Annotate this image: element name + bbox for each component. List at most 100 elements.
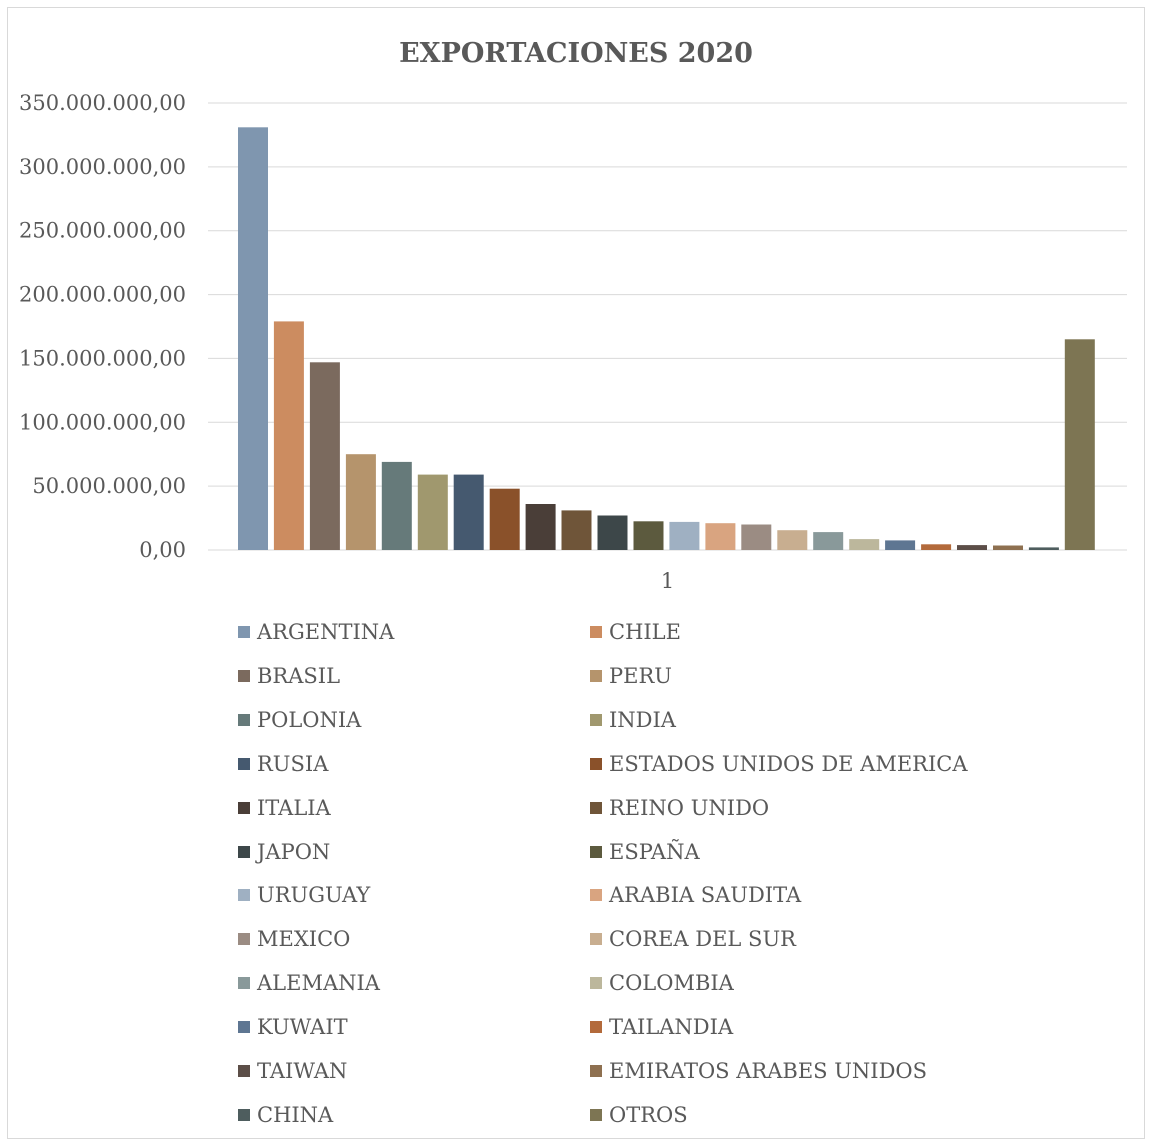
legend-swatch [238,626,250,638]
legend-item: BRASIL [238,661,340,691]
legend-label: TAIWAN [257,1059,348,1083]
legend-item: CHINA [238,1100,333,1130]
bar-españa [633,521,664,550]
legend-item: TAILANDIA [590,1012,733,1042]
legend-item: REINO UNIDO [590,793,769,823]
legend-swatch [590,933,602,946]
bar-china [1028,547,1059,550]
bar-uruguay [669,521,700,550]
legend-item: EMIRATOS ARABES UNIDOS [590,1056,927,1086]
legend-label: TAILANDIA [609,1015,734,1040]
y-tick-label: 150.000.000,00 [19,346,186,370]
bar-brasil [309,362,340,550]
legend-swatch [238,845,250,858]
legend-label: OTROS [609,1102,688,1127]
legend-swatch [238,889,250,902]
bar-india [417,474,448,550]
legend-swatch [590,713,602,726]
bar-emiratos-arabes-unidos [993,545,1023,550]
legend-label: MEXICO [257,927,351,952]
legend-label: URUGUAY [257,883,371,908]
bar-otros [1064,339,1095,550]
legend-swatch [238,713,250,726]
legend-label: RUSIA [257,751,329,776]
legend-label: BRASIL [257,663,341,688]
legend-swatch [238,757,250,770]
legend-label: EMIRATOS ARABES UNIDOS [609,1059,928,1083]
bar-chile [273,321,304,550]
legend-label: ARABIA SAUDITA [609,883,802,908]
legend-label: CHILE [609,620,681,644]
legend-swatch [238,1065,250,1077]
legend-swatch [590,626,602,638]
legend-label: COLOMBIA [609,971,734,996]
legend-swatch [590,977,602,990]
legend-label: JAPON [257,839,331,864]
y-tick-label: 300.000.000,00 [19,155,186,179]
legend-swatch [590,845,602,858]
bar-kuwait [885,540,916,550]
legend-item: CHILE [590,617,681,647]
legend-label: INDIA [609,707,676,732]
legend-label: PERU [609,663,672,688]
legend-item: PERU [590,661,672,691]
legend-swatch [590,669,602,682]
y-tick-label: 350.000.000,00 [19,91,186,115]
legend-item: URUGUAY [238,880,370,910]
bar-arabia-saudita [705,523,736,550]
legend-item: ESTADOS UNIDOS DE AMERICA [590,749,968,779]
bar-tailandia [921,544,952,550]
legend-item: OTROS [590,1100,688,1130]
y-tick-label: 0,00 [139,538,186,562]
y-tick-label: 200.000.000,00 [19,283,186,307]
y-tick-label: 100.000.000,00 [19,410,186,434]
legend-item: ARGENTINA [238,617,394,647]
legend-swatch [238,1021,250,1034]
legend-label: ALEMANIA [257,971,380,996]
legend-item: ESPAÑA [590,837,700,867]
legend-item: ITALIA [238,793,331,823]
legend-swatch [238,977,250,990]
legend-swatch [238,1108,250,1121]
legend-label: ESTADOS UNIDOS DE AMERICA [609,751,968,776]
bar-alemania [813,532,844,550]
chart-area: EXPORTACIONES 2020 [7,7,1145,1139]
legend-label: REINO UNIDO [609,795,770,820]
legend-item: ARABIA SAUDITA [590,880,801,910]
legend-label: COREA DEL SUR [609,927,796,952]
bar-colombia [849,539,880,550]
legend-item: COREA DEL SUR [590,924,796,954]
bar-corea-del-sur [777,530,808,550]
bar-japon [597,515,628,550]
legend-item: POLONIA [238,705,361,735]
legend-swatch [590,801,602,814]
legend-item: INDIA [590,705,676,735]
legend-label: ESPAÑA [609,839,700,864]
legend-label: POLONIA [257,707,362,732]
x-tick-label: 1 [661,569,674,593]
legend-item: KUWAIT [238,1012,348,1042]
bar-rusia [453,474,484,550]
legend-swatch [238,801,250,814]
legend-item: JAPON [238,837,330,867]
bar-reino-unido [561,510,592,550]
legend-swatch [238,933,250,946]
legend-label: CHINA [257,1102,334,1127]
legend-swatch [590,1108,602,1121]
legend-item: TAIWAN [238,1056,347,1086]
legend-swatch [590,1065,602,1077]
bar-argentina [238,127,268,551]
legend-swatch [590,1021,602,1034]
legend-swatch [590,889,602,902]
bar-peru [345,454,376,550]
legend-label: KUWAIT [257,1015,348,1040]
legend-item: MEXICO [238,924,350,954]
bar-taiwan [957,545,987,550]
chart-title: EXPORTACIONES 2020 [399,38,753,69]
legend-item: ALEMANIA [238,968,380,998]
legend-item: COLOMBIA [590,968,734,998]
y-tick-label: 50.000.000,00 [32,474,186,498]
legend-label: ITALIA [257,795,331,820]
legend-item: RUSIA [238,749,328,779]
